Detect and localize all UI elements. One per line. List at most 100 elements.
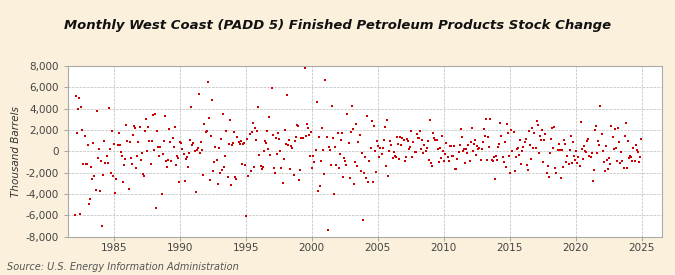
Point xyxy=(241,214,252,218)
Point xyxy=(107,128,117,133)
Point xyxy=(70,213,80,217)
Point xyxy=(322,228,333,232)
Point xyxy=(147,112,158,117)
Point xyxy=(232,135,243,140)
Point xyxy=(190,190,201,194)
Point xyxy=(526,157,537,162)
Point xyxy=(440,151,451,156)
Point xyxy=(281,93,292,97)
Point xyxy=(292,123,303,128)
Point xyxy=(622,139,633,144)
Point xyxy=(250,138,261,142)
Point xyxy=(119,163,130,167)
Point xyxy=(308,154,319,158)
Point xyxy=(384,149,395,153)
Point xyxy=(299,66,310,70)
Point xyxy=(427,164,437,168)
Point xyxy=(327,103,338,108)
Point xyxy=(267,133,278,137)
Point xyxy=(294,178,304,182)
Point xyxy=(148,148,159,152)
Point xyxy=(498,160,509,164)
Point xyxy=(563,162,574,166)
Point xyxy=(486,158,497,163)
Point xyxy=(315,183,325,188)
Point xyxy=(566,161,577,165)
Point xyxy=(371,170,381,174)
Point xyxy=(288,172,299,177)
Point xyxy=(337,131,348,135)
Point xyxy=(470,152,481,157)
Point xyxy=(417,138,428,142)
Point xyxy=(545,151,556,155)
Point xyxy=(580,148,591,153)
Point xyxy=(574,164,585,168)
Point xyxy=(76,105,86,110)
Point xyxy=(364,158,375,163)
Point xyxy=(87,177,98,182)
Point xyxy=(431,138,442,143)
Point xyxy=(489,176,500,181)
Point xyxy=(217,167,227,172)
Point xyxy=(102,160,113,165)
Point xyxy=(129,124,140,128)
Point xyxy=(256,167,267,171)
Point xyxy=(409,150,420,154)
Point xyxy=(325,148,335,152)
Point xyxy=(156,191,167,196)
Point xyxy=(538,160,549,165)
Point xyxy=(353,140,364,144)
Point xyxy=(221,129,232,133)
Point xyxy=(306,130,317,134)
Point xyxy=(297,135,308,140)
Point xyxy=(111,177,122,181)
Point xyxy=(397,136,408,140)
Point xyxy=(576,146,587,151)
Point xyxy=(95,189,105,193)
Point xyxy=(173,180,184,184)
Point xyxy=(169,125,180,130)
Point xyxy=(75,212,86,216)
Point xyxy=(447,154,458,158)
Point xyxy=(101,153,112,158)
Point xyxy=(122,139,133,144)
Point xyxy=(381,164,392,169)
Point xyxy=(568,140,578,144)
Point xyxy=(589,168,599,172)
Point xyxy=(230,175,241,179)
Point xyxy=(557,148,568,153)
Point xyxy=(77,128,88,132)
Point xyxy=(207,98,217,102)
Point xyxy=(390,155,401,160)
Point xyxy=(307,166,318,170)
Point xyxy=(372,139,383,144)
Point xyxy=(212,182,223,186)
Point xyxy=(472,144,483,148)
Point xyxy=(304,154,315,158)
Point xyxy=(479,127,489,131)
Point xyxy=(483,135,493,139)
Point xyxy=(200,130,211,134)
Point xyxy=(530,146,541,150)
Point xyxy=(191,147,202,152)
Point xyxy=(460,161,470,165)
Point xyxy=(589,128,600,132)
Point xyxy=(358,218,369,222)
Point xyxy=(506,128,517,133)
Point xyxy=(265,153,276,157)
Point xyxy=(198,173,209,177)
Point xyxy=(369,124,379,129)
Point xyxy=(441,141,452,145)
Point xyxy=(274,136,285,141)
Point xyxy=(202,80,213,84)
Point xyxy=(437,133,448,138)
Point xyxy=(185,138,196,142)
Point xyxy=(599,169,610,174)
Point xyxy=(620,120,631,125)
Point xyxy=(171,154,182,159)
Point xyxy=(507,148,518,153)
Point xyxy=(432,147,443,152)
Point xyxy=(570,158,580,162)
Point xyxy=(175,140,186,145)
Point xyxy=(634,160,645,164)
